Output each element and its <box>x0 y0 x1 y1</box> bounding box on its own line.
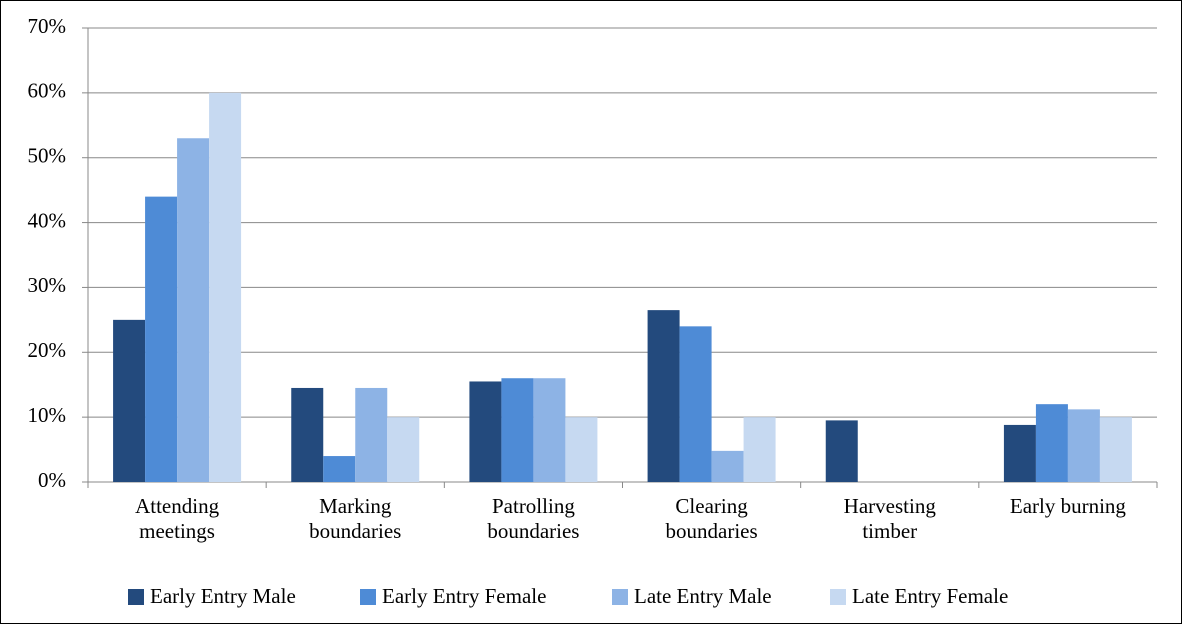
bar <box>355 387 388 482</box>
bar <box>679 326 712 482</box>
bar <box>1067 409 1100 482</box>
bar <box>291 387 324 482</box>
legend-swatch <box>128 589 144 605</box>
bar <box>469 381 502 482</box>
bar <box>1099 417 1132 482</box>
bar <box>113 319 146 482</box>
x-tick-label: Early burning <box>1009 494 1126 518</box>
legend-label: Early Entry Male <box>150 584 296 608</box>
legend-label: Late Entry Female <box>852 584 1008 608</box>
y-tick-label: 50% <box>28 144 67 168</box>
legend-swatch <box>612 589 628 605</box>
legend-swatch <box>830 589 846 605</box>
y-tick-label: 0% <box>38 468 66 492</box>
bar <box>565 417 598 482</box>
legend-label: Late Entry Male <box>634 584 772 608</box>
bar <box>647 310 680 482</box>
bar <box>533 378 566 482</box>
bar <box>145 196 178 482</box>
bar <box>323 456 356 482</box>
bar <box>209 92 242 482</box>
y-tick-label: 30% <box>28 273 67 297</box>
y-tick-label: 10% <box>28 403 67 427</box>
y-tick-label: 60% <box>28 79 67 103</box>
x-tick-label: Attending meetings <box>135 494 220 543</box>
bar <box>177 138 210 482</box>
bar <box>1003 424 1036 482</box>
y-tick-label: 20% <box>28 338 67 362</box>
x-tick-label: Clearing boundaries <box>665 494 758 543</box>
bar <box>825 420 858 482</box>
x-tick-label: Patrolling boundaries <box>487 494 580 543</box>
bar <box>501 378 534 482</box>
x-tick-label: Marking boundaries <box>309 494 402 543</box>
legend-label: Early Entry Female <box>382 584 546 608</box>
legend-swatch <box>360 589 376 605</box>
bar <box>711 450 744 482</box>
bar <box>1035 404 1068 482</box>
y-tick-label: 70% <box>28 14 67 38</box>
bar <box>743 417 776 482</box>
bar <box>387 417 420 482</box>
y-tick-label: 40% <box>28 208 67 232</box>
x-tick-label: Harvesting timber <box>843 494 936 543</box>
